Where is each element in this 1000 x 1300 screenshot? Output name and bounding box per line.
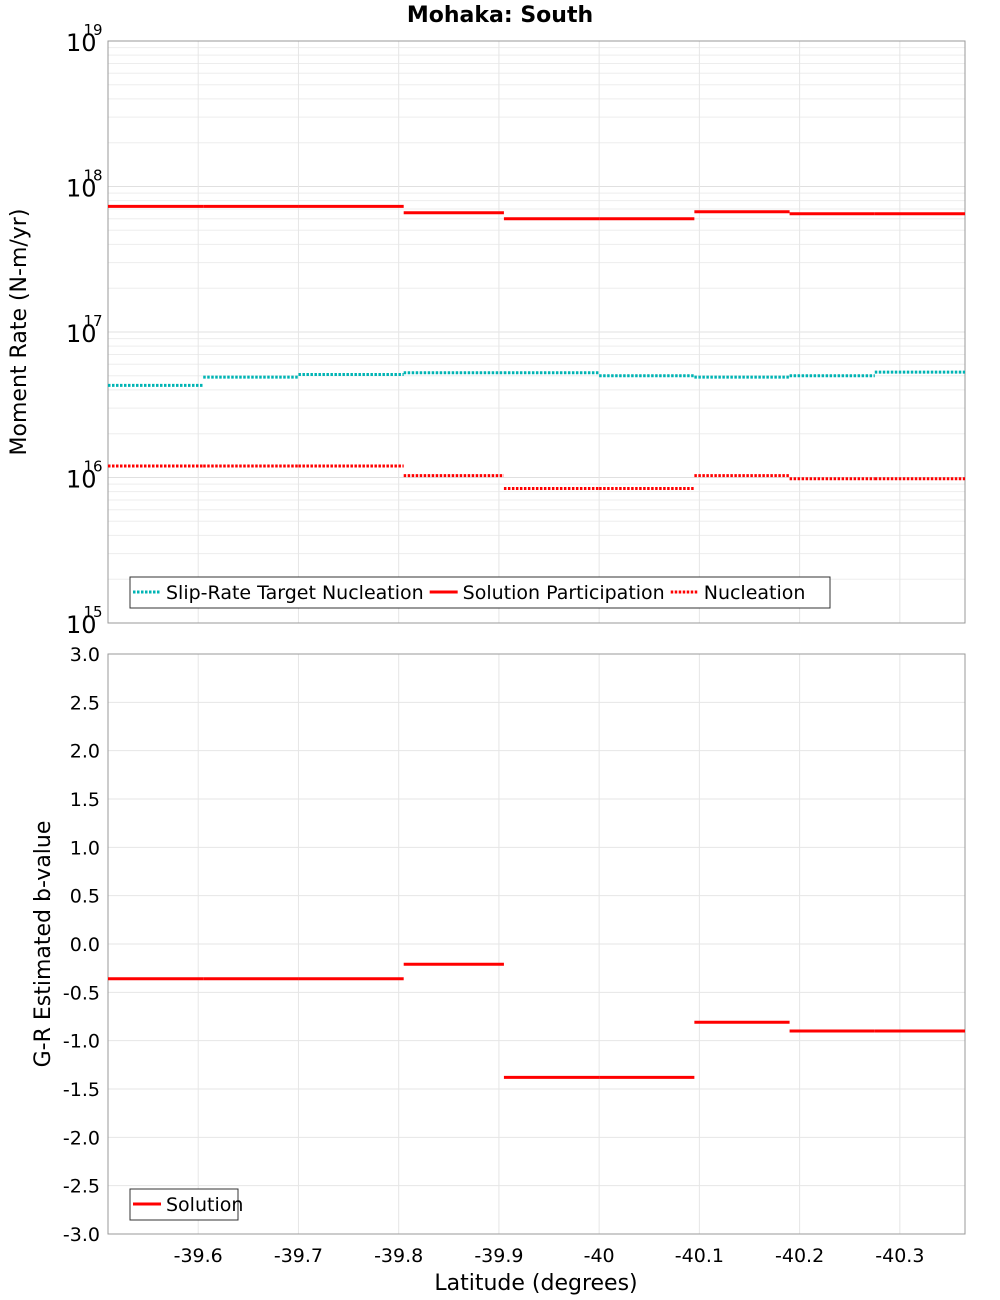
svg-text:18: 18 [83, 167, 102, 185]
series-slip-rate-target-nucleation [108, 370, 965, 387]
b-value-y-tick: 0.0 [70, 934, 100, 956]
b-value-y-tick: 2.0 [70, 741, 100, 763]
legend-label: Nucleation [704, 582, 806, 604]
legend-entry: Nucleation [670, 582, 806, 604]
legend-entry: Solution Participation [429, 582, 665, 604]
svg-text:10: 10 [66, 466, 97, 494]
latitude-x-tick: -39.9 [474, 1245, 523, 1267]
legend-label: Solution Participation [463, 582, 665, 604]
b-value-panel: 3.0 2.5 2.0 1.5 1.0 0.5 0.0 -0.5 -1.0 -1.5 -2.0 -2.… [31, 644, 966, 1296]
b-value-y-tick: -1.5 [63, 1079, 100, 1101]
b-value-y-tick: 2.5 [70, 692, 100, 714]
series-solution [108, 962, 965, 1079]
b-value-y-tick: -2.0 [63, 1127, 100, 1149]
b-value-y-tick: 3.0 [70, 644, 100, 666]
b-value-y-tick: -2.5 [63, 1176, 100, 1198]
chart-title: Mohaka: South [407, 3, 593, 28]
series-nucleation [108, 464, 965, 491]
b-value-y-tick: 1.0 [70, 837, 100, 859]
legend-label: Slip-Rate Target Nucleation [166, 582, 424, 604]
b-value-y-tick: 0.5 [70, 886, 100, 908]
b-value-y-tick: 1.5 [70, 789, 100, 811]
svg-text:10: 10 [66, 611, 97, 639]
svg-text:10: 10 [66, 320, 97, 348]
latitude-x-tick: -40.1 [675, 1245, 724, 1267]
moment-rate-legend: Slip-Rate Target Nucleation Solution Part… [129, 576, 831, 609]
b-value-y-tick: -0.5 [63, 982, 100, 1004]
b-value-legend: Solution [129, 1188, 243, 1221]
b-value-y-tick: -3.0 [63, 1224, 100, 1246]
x-axis-label: Latitude (degrees) [434, 1271, 637, 1296]
svg-text:19: 19 [83, 21, 102, 39]
b-value-y-tick: -1.0 [63, 1031, 100, 1053]
svg-text:15: 15 [83, 603, 102, 621]
svg-text:17: 17 [83, 312, 102, 330]
latitude-x-tick: -40 [584, 1245, 615, 1267]
svg-text:16: 16 [83, 458, 102, 476]
legend-label: Solution [166, 1194, 243, 1216]
series-solution-participation [108, 204, 965, 221]
latitude-x-tick: -39.7 [274, 1245, 323, 1267]
latitude-x-tick: -40.2 [775, 1245, 824, 1267]
svg-text:10: 10 [66, 175, 97, 203]
moment-rate-y-label: Moment Rate (N-m/yr) [7, 209, 32, 456]
b-value-y-label: G-R Estimated b-value [31, 821, 56, 1068]
legend-entry: Slip-Rate Target Nucleation [133, 582, 424, 604]
svg-text:10: 10 [66, 29, 97, 57]
latitude-x-tick: -39.8 [374, 1245, 423, 1267]
latitude-x-tick: -39.6 [174, 1245, 223, 1267]
legend-entry: Solution [133, 1194, 243, 1216]
latitude-x-tick: -40.3 [875, 1245, 924, 1267]
